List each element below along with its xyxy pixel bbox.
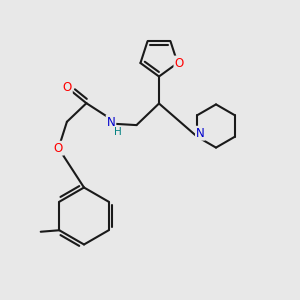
- Text: O: O: [174, 56, 184, 70]
- Text: H: H: [114, 127, 122, 137]
- Text: O: O: [63, 80, 72, 94]
- Text: N: N: [196, 127, 205, 140]
- Text: N: N: [106, 116, 116, 129]
- Text: O: O: [54, 142, 63, 155]
